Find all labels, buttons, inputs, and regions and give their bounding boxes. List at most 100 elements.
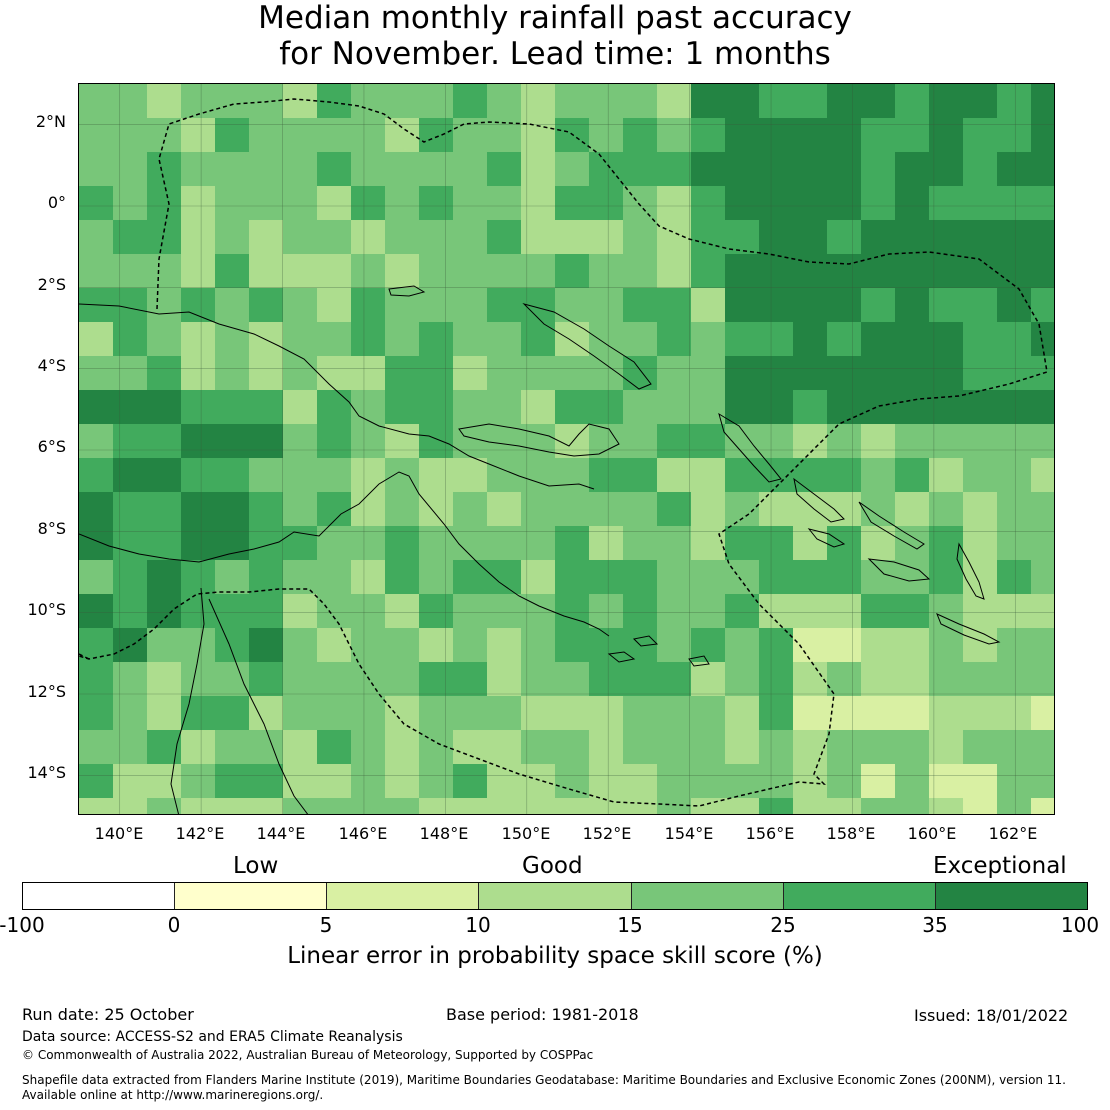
skill-cell	[657, 390, 691, 424]
skill-cell	[725, 798, 759, 814]
colorbar-label: Linear error in probability space skill …	[287, 943, 823, 969]
skill-cell	[181, 458, 215, 492]
skill-cell	[691, 390, 725, 424]
skill-cell	[1031, 730, 1054, 764]
skill-cell	[861, 356, 895, 390]
skill-cell	[691, 662, 725, 696]
skill-cell	[793, 254, 827, 288]
run-date: Run date: 25 October	[22, 1005, 194, 1024]
manus-island	[388, 285, 426, 297]
skill-cell	[249, 220, 283, 254]
skill-cell	[147, 356, 181, 390]
skill-cell	[895, 322, 929, 356]
skill-cell	[215, 356, 249, 390]
lat-label: 2°S	[37, 275, 66, 294]
skill-cell	[181, 662, 215, 696]
skill-cell	[521, 356, 555, 390]
skill-cell	[453, 424, 487, 458]
skill-cell	[1031, 84, 1054, 118]
skill-cell	[589, 118, 623, 152]
skill-cell	[793, 118, 827, 152]
skill-cell	[691, 254, 725, 288]
skill-cell	[1031, 526, 1054, 560]
skill-cell	[147, 526, 181, 560]
skill-cell	[487, 288, 521, 322]
skill-cell	[385, 424, 419, 458]
skill-cell	[555, 628, 589, 662]
skill-cell	[181, 84, 215, 118]
skill-cell	[759, 424, 793, 458]
skill-cell	[317, 628, 351, 662]
skill-cell	[283, 594, 317, 628]
skill-cell	[657, 424, 691, 458]
skill-cell	[419, 458, 453, 492]
skill-cell	[895, 458, 929, 492]
skill-cell	[861, 730, 895, 764]
skill-cell	[725, 492, 759, 526]
skill-cell	[793, 288, 827, 322]
skill-cell	[997, 560, 1031, 594]
skill-cell	[589, 628, 623, 662]
skill-cell	[453, 458, 487, 492]
skill-cell	[351, 798, 385, 814]
skill-cell	[657, 220, 691, 254]
skill-cell	[317, 322, 351, 356]
skill-cell	[1031, 628, 1054, 662]
skill-cell	[351, 84, 385, 118]
skill-cell	[555, 560, 589, 594]
skill-cell	[79, 730, 113, 764]
skill-cell	[895, 526, 929, 560]
skill-cell	[521, 424, 555, 458]
skill-cell	[419, 526, 453, 560]
skill-cell	[521, 220, 555, 254]
skill-cell	[453, 560, 487, 594]
skill-cell	[351, 390, 385, 424]
skill-cell	[997, 152, 1031, 186]
skill-cell	[555, 730, 589, 764]
skill-cell	[487, 118, 521, 152]
skill-cell	[963, 152, 997, 186]
skill-cell	[861, 594, 895, 628]
skill-cell	[623, 458, 657, 492]
skill-cell	[181, 594, 215, 628]
skill-cell	[521, 492, 555, 526]
skill-cell	[827, 254, 861, 288]
skill-cell	[181, 764, 215, 798]
skill-cell	[725, 628, 759, 662]
skill-cell	[249, 798, 283, 814]
skill-cell	[555, 84, 589, 118]
skill-cell	[385, 492, 419, 526]
skill-cell	[895, 390, 929, 424]
skill-cell	[861, 84, 895, 118]
skill-cell	[385, 220, 419, 254]
skill-cell	[691, 322, 725, 356]
skill-cell	[113, 730, 147, 764]
skill-cell	[181, 152, 215, 186]
skill-cell	[181, 492, 215, 526]
colorbar-category-exceptional: Exceptional	[933, 853, 1067, 879]
skill-cell	[249, 492, 283, 526]
skill-cell	[419, 594, 453, 628]
skill-cell	[419, 220, 453, 254]
skill-cell	[487, 696, 521, 730]
skill-cell	[283, 220, 317, 254]
skill-cell	[113, 390, 147, 424]
skill-cell	[963, 696, 997, 730]
skill-cell	[249, 628, 283, 662]
skill-cell	[181, 424, 215, 458]
skill-cell	[929, 696, 963, 730]
skill-cell	[79, 186, 113, 220]
skill-cell	[1031, 560, 1054, 594]
skill-cell	[147, 186, 181, 220]
skill-cell	[929, 560, 963, 594]
skill-cell	[997, 356, 1031, 390]
shapefile-credit-line-1: Shapefile data extracted from Flanders M…	[22, 1073, 1066, 1087]
skill-cell	[385, 186, 419, 220]
skill-cell	[317, 764, 351, 798]
skill-cell	[929, 152, 963, 186]
title-line-2: for November. Lead time: 1 months	[279, 36, 831, 72]
skill-cell	[895, 594, 929, 628]
skill-cell	[351, 254, 385, 288]
skill-cell	[929, 594, 963, 628]
skill-cell	[555, 390, 589, 424]
